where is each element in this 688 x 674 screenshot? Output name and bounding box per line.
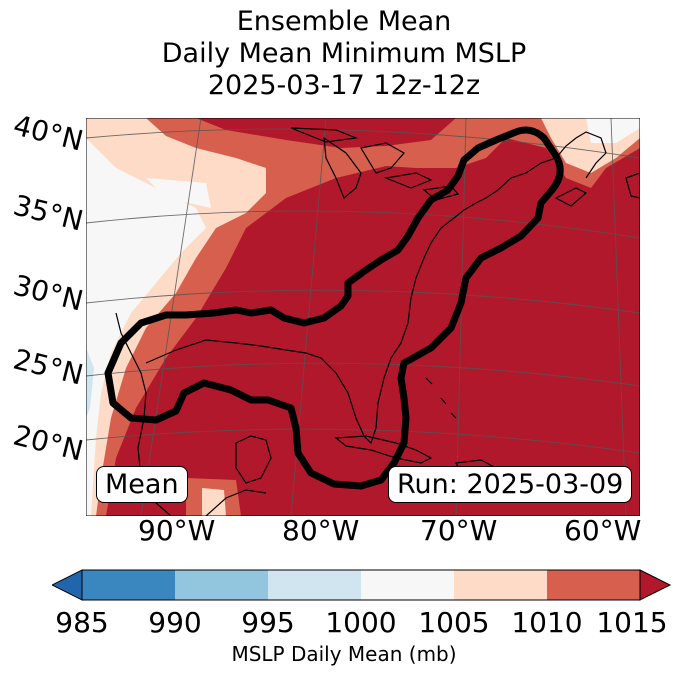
lon-label-90w: 90°W <box>138 514 216 547</box>
lat-label-35n: 35°N <box>10 188 87 238</box>
colorbar-1000-1005 <box>361 570 454 600</box>
colorbar-extend-low <box>52 569 83 601</box>
title-line-1: Ensemble Mean <box>236 6 452 37</box>
lat-label-25n: 25°N <box>10 342 87 392</box>
lon-label-60w: 60°W <box>564 514 642 547</box>
colorbar-995-1000 <box>268 570 361 600</box>
parallel-40n <box>86 128 640 159</box>
title-line-2: Daily Mean Minimum MSLP <box>161 38 527 69</box>
colorbar-tick-995: 995 <box>241 606 295 639</box>
colorbar-tick-1000: 1000 <box>325 606 397 639</box>
parallel-25n <box>86 362 640 387</box>
lon-label-80w: 80°W <box>282 514 360 547</box>
meridian-70w <box>455 118 467 516</box>
colorbar-tick-1005: 1005 <box>418 606 490 639</box>
colorbar-1010-1015 <box>547 570 640 600</box>
colorbar-1005-1010 <box>454 570 547 600</box>
colorbar-990-995 <box>175 570 268 600</box>
parallel-35n <box>86 210 640 239</box>
colorbar-extend-high <box>639 569 672 601</box>
colorbar-label: MSLP Daily Mean (mb) <box>231 642 457 666</box>
lat-label-20n: 20°N <box>10 418 87 468</box>
colorbar-tick-1015: 1015 <box>596 606 668 639</box>
mslp-map <box>86 118 640 516</box>
lon-label-70w: 70°W <box>420 514 498 547</box>
title-line-3: 2025-03-17 12z-12z <box>207 70 481 101</box>
meridian-60w <box>610 118 627 516</box>
mean-annotation-box: Mean <box>96 466 188 503</box>
lat-label-30n: 30°N <box>10 268 87 318</box>
run-date-annotation-box: Run: 2025-03-09 <box>388 466 633 503</box>
colorbar-tick-990: 990 <box>148 606 202 639</box>
parallel-20n <box>86 428 640 454</box>
lat-label-40n: 40°N <box>10 108 87 158</box>
colorbar-985-990 <box>82 570 175 600</box>
colorbar-tick-1010: 1010 <box>511 606 583 639</box>
parallel-30n <box>86 289 640 314</box>
colorbar-tick-985: 985 <box>55 606 109 639</box>
ensemble-contour <box>104 126 564 490</box>
field-1000-1005 <box>86 138 206 516</box>
colorbar <box>52 569 672 601</box>
